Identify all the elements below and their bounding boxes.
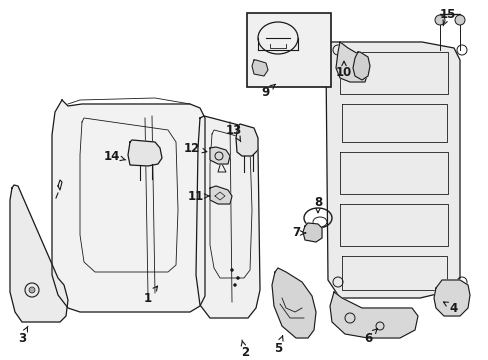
Polygon shape	[196, 116, 260, 318]
Polygon shape	[303, 223, 321, 242]
Text: 3: 3	[18, 326, 28, 345]
Polygon shape	[433, 280, 469, 316]
Text: 1: 1	[143, 286, 157, 305]
Text: 11: 11	[187, 189, 209, 202]
Ellipse shape	[454, 15, 464, 25]
Text: 7: 7	[291, 226, 305, 239]
Text: 4: 4	[443, 302, 457, 315]
Polygon shape	[128, 140, 162, 166]
Ellipse shape	[236, 276, 239, 279]
Ellipse shape	[29, 287, 35, 293]
Text: 8: 8	[313, 195, 322, 213]
Ellipse shape	[434, 15, 444, 25]
Text: 12: 12	[183, 141, 206, 154]
Text: 2: 2	[241, 340, 248, 359]
Text: 15: 15	[439, 8, 455, 26]
Text: 6: 6	[363, 329, 376, 345]
Polygon shape	[271, 268, 315, 338]
Ellipse shape	[233, 284, 236, 287]
Polygon shape	[352, 52, 369, 80]
Polygon shape	[251, 60, 267, 76]
Polygon shape	[335, 42, 367, 82]
Polygon shape	[209, 186, 231, 204]
Ellipse shape	[230, 269, 233, 271]
Polygon shape	[236, 124, 258, 156]
Polygon shape	[10, 185, 68, 322]
Text: 13: 13	[225, 123, 242, 142]
Text: 9: 9	[262, 84, 275, 99]
FancyBboxPatch shape	[246, 13, 330, 87]
Text: 5: 5	[273, 336, 283, 355]
Polygon shape	[329, 292, 417, 338]
Polygon shape	[52, 100, 204, 312]
Text: 10: 10	[335, 61, 351, 78]
Polygon shape	[209, 147, 229, 164]
Polygon shape	[325, 42, 459, 298]
Text: 14: 14	[103, 149, 125, 162]
